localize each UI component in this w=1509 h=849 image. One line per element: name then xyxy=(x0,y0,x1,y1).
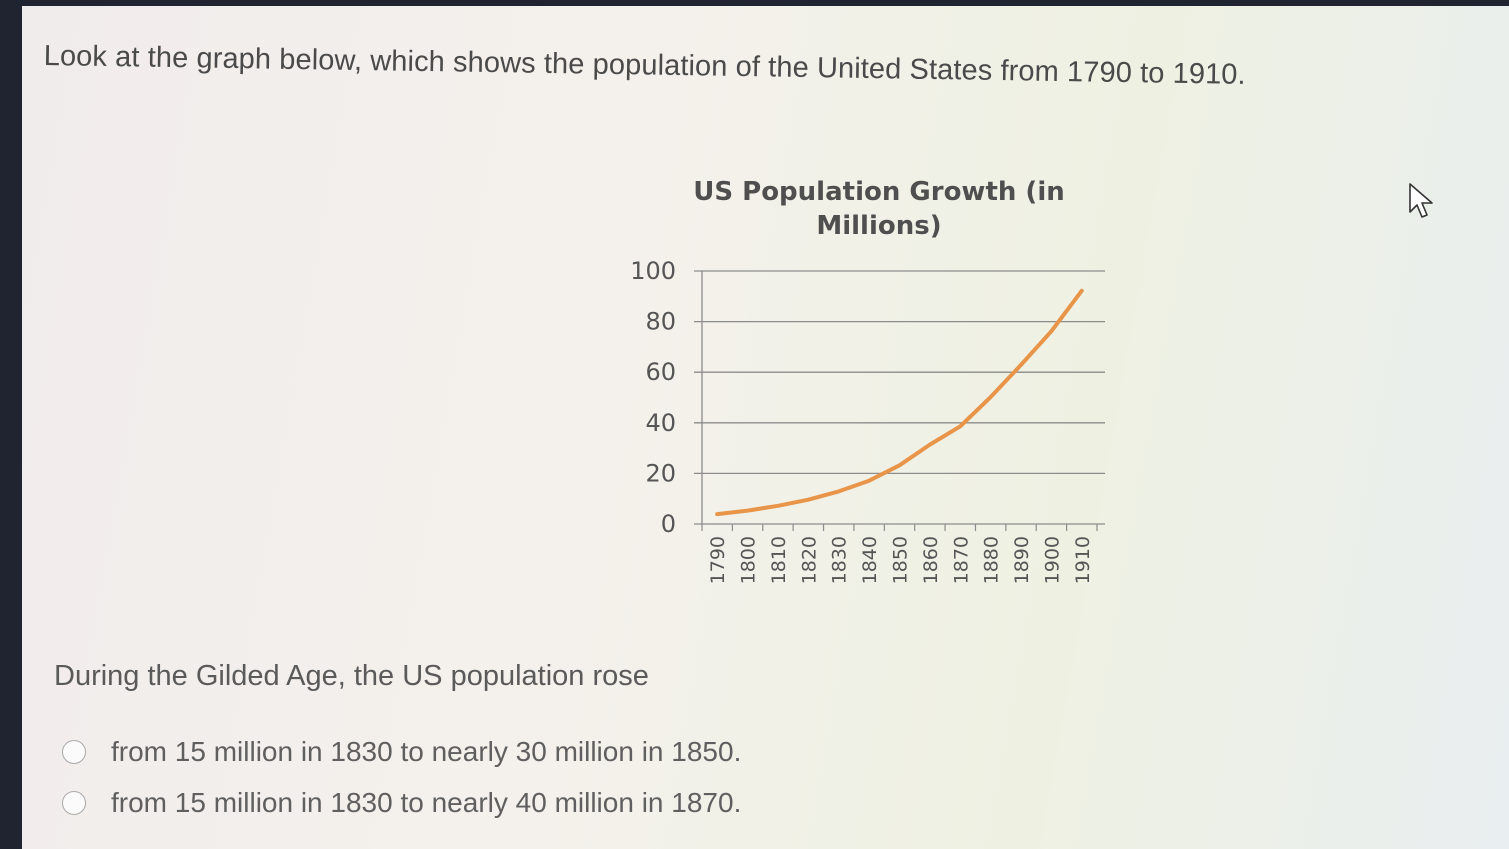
population-point xyxy=(715,512,719,516)
question-text: Look at the graph below, which shows the… xyxy=(43,40,1246,91)
x-tick-label: 1900 xyxy=(1041,536,1063,584)
y-tick-label: 40 xyxy=(645,409,676,437)
population-point xyxy=(1019,363,1023,367)
population-chart-svg: US Population Growth (in Millions) 0 20 40 60… xyxy=(630,177,1105,584)
radio-button-1[interactable] xyxy=(62,740,86,764)
chart-title-line: US Population Growth (in xyxy=(693,177,1065,207)
y-tick-label: 80 xyxy=(645,308,676,336)
population-line xyxy=(715,288,1084,517)
population-point xyxy=(806,498,810,502)
population-point xyxy=(776,504,780,508)
x-tick-label: 1790 xyxy=(707,536,729,584)
answer-choice-2-label[interactable]: from 15 million in 1830 to nearly 40 mil… xyxy=(111,787,742,818)
population-point xyxy=(928,442,932,447)
y-tick-label: 60 xyxy=(645,358,676,386)
y-tick-label: 20 xyxy=(645,459,676,487)
answer-choice-1[interactable]: from 15 million in 1830 to nearly 30 mil… xyxy=(62,736,741,768)
population-point xyxy=(1080,289,1084,293)
chart-title-line: Millions) xyxy=(816,211,941,241)
answer-choice-2[interactable]: from 15 million in 1830 to nearly 40 mil… xyxy=(62,787,741,819)
screen: Look at the graph below, which shows the… xyxy=(22,6,1509,849)
radio-button-2[interactable] xyxy=(62,791,86,815)
population-point xyxy=(867,479,871,483)
mouse-cursor-icon xyxy=(1409,183,1433,218)
population-point xyxy=(745,508,750,513)
y-tick-label: 100 xyxy=(630,257,676,285)
x-tick-label: 1870 xyxy=(950,536,972,584)
x-tick-label: 1840 xyxy=(859,536,881,584)
population-point xyxy=(1049,329,1054,333)
population-point xyxy=(989,395,993,399)
x-tick-label: 1810 xyxy=(768,536,790,584)
x-tick-label: 1830 xyxy=(829,536,851,584)
answer-prompt: During the Gilded Age, the US population… xyxy=(54,660,649,692)
x-tick-label: 1890 xyxy=(1011,536,1033,584)
x-tick-label: 1880 xyxy=(981,536,1003,584)
population-chart: US Population Growth (in Millions) 0 20 40 60… xyxy=(582,156,1142,616)
population-point xyxy=(958,424,962,428)
x-tick-label: 1860 xyxy=(920,536,942,584)
answer-choice-1-label[interactable]: from 15 million in 1830 to nearly 30 mil… xyxy=(111,736,742,767)
x-tick-label: 1910 xyxy=(1072,536,1094,584)
population-point xyxy=(897,463,902,467)
y-tick-label: 0 xyxy=(661,510,676,538)
x-tick-label: 1820 xyxy=(798,536,820,584)
x-tick-label: 1800 xyxy=(738,536,760,584)
population-point xyxy=(837,489,841,493)
x-tick-label: 1850 xyxy=(890,536,912,584)
